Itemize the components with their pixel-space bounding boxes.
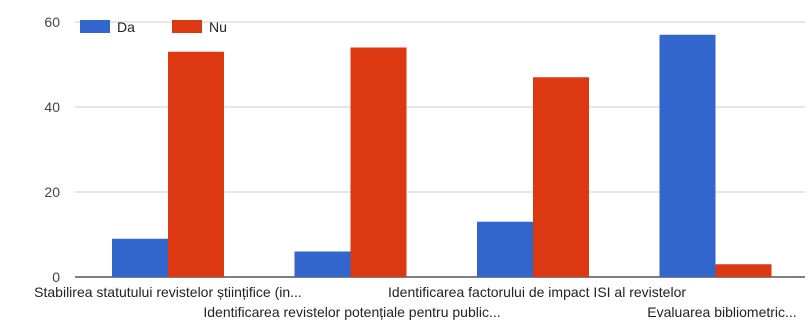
x-axis-ticks: Stabilirea statutului revistelor științi… <box>34 284 797 320</box>
bar-nu-1[interactable] <box>350 47 407 278</box>
legend-swatch-da <box>80 20 110 33</box>
y-tick-label: 60 <box>44 14 60 30</box>
legend-label-da[interactable]: Da <box>117 19 135 35</box>
x-tick-label: Evaluarea bibliometric... <box>647 304 796 320</box>
bar-nu-0[interactable] <box>168 51 224 277</box>
legend-swatch-nu <box>172 20 202 33</box>
bar-da-0[interactable] <box>112 238 168 277</box>
x-tick-label: Identificarea revistelor potențiale pent… <box>203 304 500 320</box>
bar-da-3[interactable] <box>659 34 716 277</box>
x-tick-label: Identificarea factorului de impact ISI a… <box>388 284 686 300</box>
x-tick-label: Stabilirea statutului revistelor științi… <box>34 284 302 300</box>
bar-nu-3[interactable] <box>715 264 772 277</box>
bar-nu-2[interactable] <box>533 77 589 277</box>
y-axis-ticks: 0 20 40 60 <box>44 14 60 285</box>
bar-da-2[interactable] <box>477 221 533 277</box>
bar-da-1[interactable] <box>294 251 351 278</box>
bars <box>112 34 772 278</box>
legend-label-nu[interactable]: Nu <box>209 19 227 35</box>
y-tick-label: 0 <box>52 269 60 285</box>
legend: Da Nu <box>80 19 227 35</box>
y-tick-label: 20 <box>44 184 60 200</box>
y-tick-label: 40 <box>44 99 60 115</box>
